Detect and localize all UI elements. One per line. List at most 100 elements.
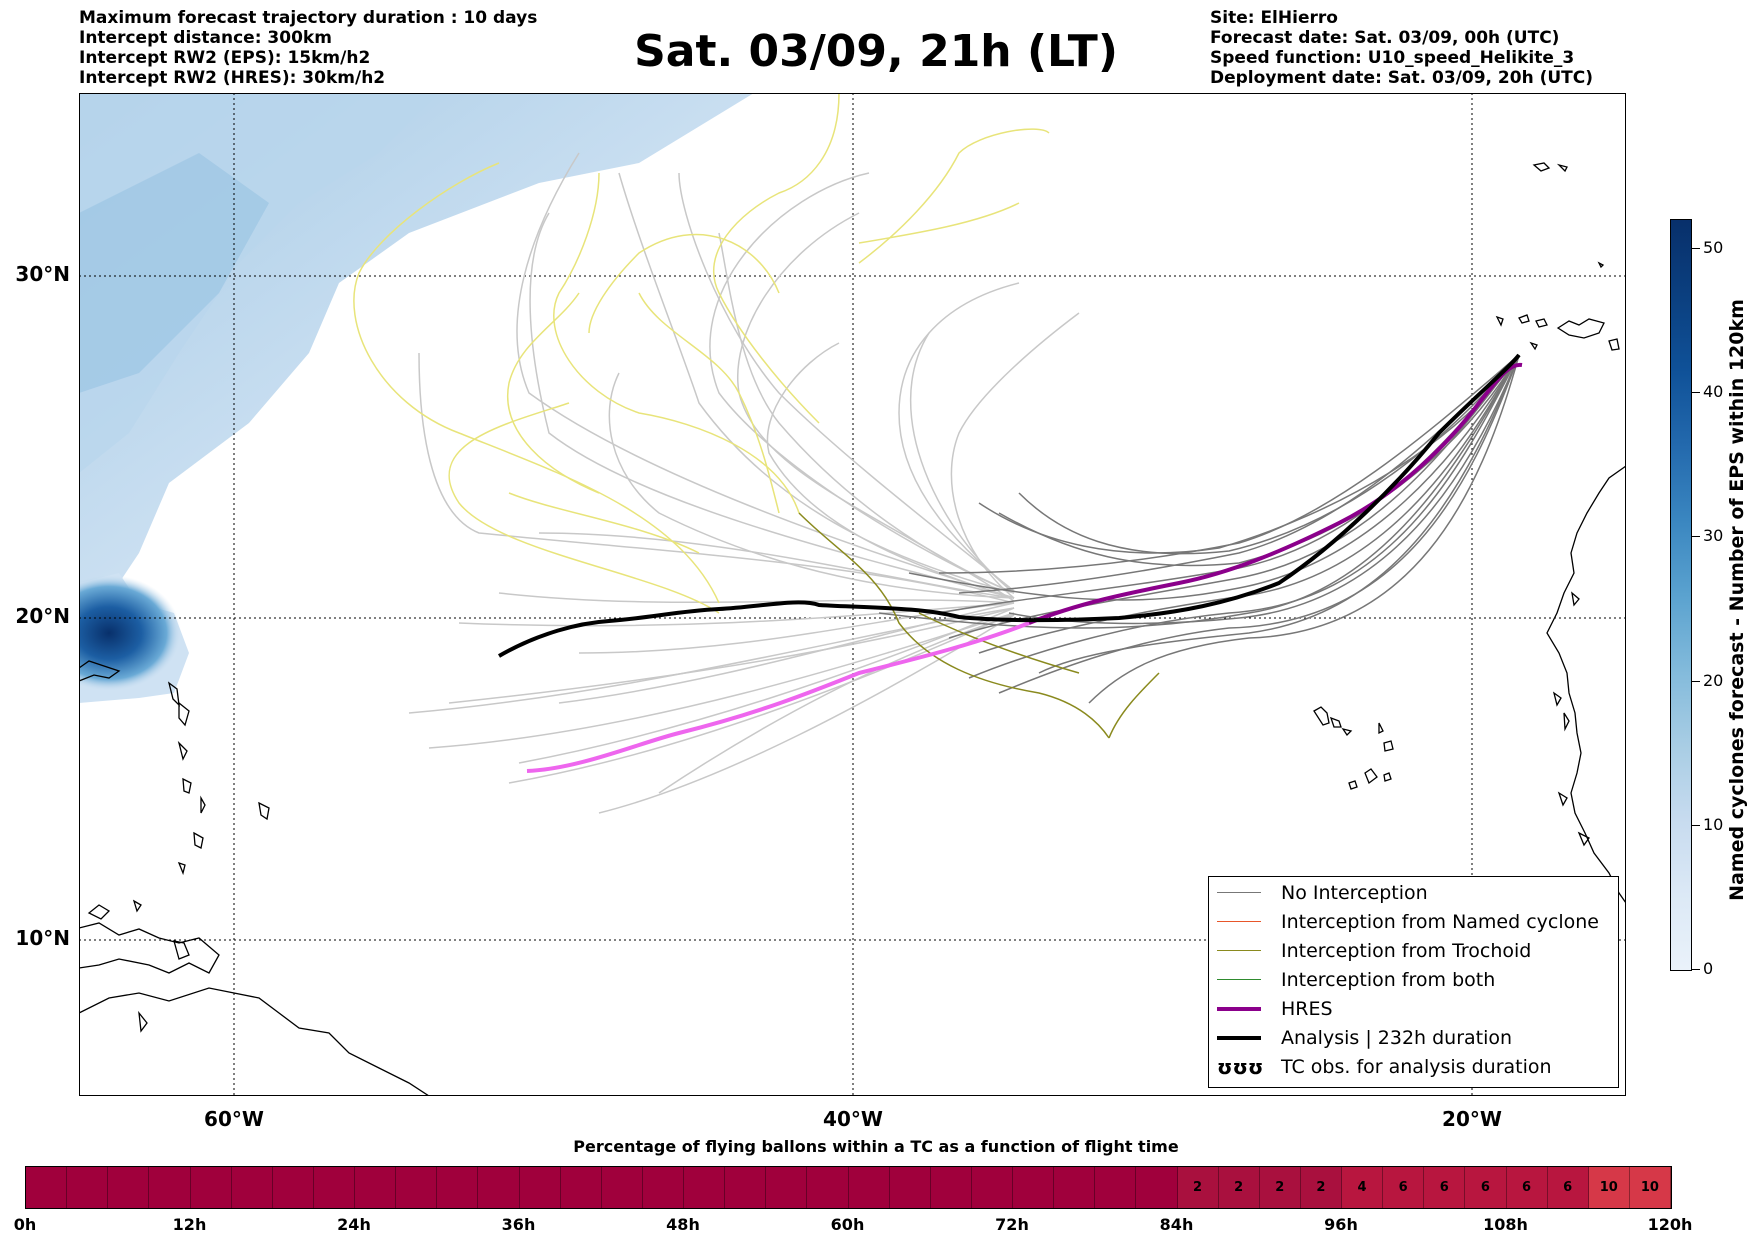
header-intercept-distance: Intercept distance: 300km	[79, 28, 332, 48]
colorbar-tick-label: 30	[1703, 526, 1724, 546]
colorbar-tick	[1692, 824, 1700, 826]
legend-swatch	[1217, 1035, 1261, 1040]
legend-label: Interception from Named cyclone	[1281, 910, 1599, 933]
colorbar-tick-label: 20	[1703, 670, 1724, 690]
timeline-segment	[725, 1167, 767, 1208]
header-site: Site: ElHierro	[1210, 8, 1338, 28]
legend-item-hres: HRES	[1217, 994, 1333, 1023]
timeline-segment: 6	[1506, 1167, 1548, 1208]
legend-item-both: Interception from both	[1217, 965, 1495, 994]
legend-swatch	[1217, 1006, 1261, 1011]
lat-label-20n: 20°N	[15, 604, 70, 628]
timeline-tick-label: 36h	[501, 1215, 536, 1234]
timeline-tick-label: 72h	[995, 1215, 1029, 1234]
lat-label-30n: 30°N	[15, 262, 70, 286]
colorbar	[1670, 219, 1692, 971]
timeline-segment	[26, 1167, 68, 1208]
map-legend: No Interception Interception from Named …	[1208, 876, 1619, 1088]
timeline-tick-label: 96h	[1324, 1215, 1358, 1234]
page-title: Sat. 03/09, 21h (LT)	[634, 26, 1118, 77]
timeline-segment	[766, 1167, 808, 1208]
timeline-tick-label: 60h	[830, 1215, 865, 1234]
timeline-tick-label: 120h	[1647, 1215, 1693, 1234]
timeline-segment: 6	[1424, 1167, 1466, 1208]
legend-label: TC obs. for analysis duration	[1281, 1055, 1552, 1078]
timeline-segment: 2	[1259, 1167, 1301, 1208]
legend-item-tc-obs: ʊʊʊ TC obs. for analysis duration	[1217, 1052, 1552, 1081]
legend-item-no-interception: No Interception	[1217, 878, 1428, 907]
colorbar-tick-label: 0	[1703, 959, 1714, 978]
timeline-segment: 6	[1547, 1167, 1589, 1208]
timeline-segment	[1013, 1167, 1055, 1208]
trochoid-tracks	[798, 512, 1160, 739]
timeline-tick-label: 0h	[13, 1215, 37, 1234]
legend-swatch	[1217, 950, 1261, 951]
colorbar-tick	[1692, 536, 1700, 538]
timeline-segment	[971, 1167, 1013, 1208]
timeline-segment	[684, 1167, 726, 1208]
colorbar-tick-label: 10	[1703, 814, 1724, 834]
colorbar-tick	[1692, 392, 1700, 394]
timeline-segment	[478, 1167, 520, 1208]
legend-swatch	[1217, 921, 1261, 922]
timeline-segment: 2	[1218, 1167, 1260, 1208]
header-forecast-date: Forecast date: Sat. 03/09, 00h (UTC)	[1210, 28, 1560, 48]
header-duration: Maximum forecast trajectory duration : 1…	[79, 8, 538, 28]
timeline-segment	[1136, 1167, 1178, 1208]
legend-item-named-cyclone: Interception from Named cyclone	[1217, 907, 1599, 936]
timeline-segment: 6	[1383, 1167, 1425, 1208]
timeline-segment	[560, 1167, 602, 1208]
timeline-segment	[930, 1167, 972, 1208]
colorbar-tick-label: 50	[1703, 237, 1724, 257]
legend-swatch	[1217, 979, 1261, 980]
legend-label: Analysis | 232h duration	[1281, 1026, 1513, 1049]
map-canvas	[79, 93, 1626, 1096]
timeline-segment	[108, 1167, 150, 1208]
timeline-title: Percentage of flying ballons within a TC…	[573, 1137, 1179, 1156]
legend-label: Interception from both	[1281, 968, 1496, 991]
timeline-segment	[1095, 1167, 1137, 1208]
legend-item-analysis: Analysis | 232h duration	[1217, 1023, 1512, 1052]
timeline-segment	[642, 1167, 684, 1208]
tc-symbol-icon: ʊʊʊ	[1217, 1054, 1264, 1079]
legend-swatch	[1217, 892, 1261, 893]
header-speed-function: Speed function: U10_speed_Helikite_3	[1210, 48, 1575, 68]
timeline-segment	[1054, 1167, 1096, 1208]
header-intercept-hres: Intercept RW2 (HRES): 30km/h2	[79, 68, 386, 88]
timeline-tick-label: 108h	[1483, 1215, 1528, 1234]
timeline-tick-label: 24h	[337, 1215, 371, 1234]
legend-label: No Interception	[1281, 881, 1428, 904]
header-info-left: Maximum forecast trajectory duration : 1…	[79, 8, 537, 88]
timeline-segment	[313, 1167, 355, 1208]
legend-label: Interception from Trochoid	[1281, 939, 1532, 962]
header-deployment-date: Deployment date: Sat. 03/09, 20h (UTC)	[1210, 68, 1594, 88]
colorbar-label: Named cyclones forecast - Number of EPS …	[1726, 299, 1748, 901]
timeline-segment: 6	[1465, 1167, 1507, 1208]
eps-tracks-dark	[878, 354, 1520, 704]
timeline-segment: 10	[1588, 1167, 1630, 1208]
timeline-segment	[807, 1167, 849, 1208]
timeline-segment	[519, 1167, 561, 1208]
eps-tracks-light	[408, 152, 1080, 814]
lon-label-20w: 20°W	[1442, 1107, 1502, 1131]
timeline-segment	[889, 1167, 931, 1208]
timeline-tick-label: 84h	[1159, 1215, 1194, 1234]
timeline-segment: 2	[1177, 1167, 1219, 1208]
timeline-segment	[67, 1167, 109, 1208]
timeline-tick-label: 12h	[172, 1215, 207, 1234]
colorbar-tick	[1692, 969, 1700, 970]
timeline-segment	[437, 1167, 479, 1208]
analysis-track	[498, 353, 1521, 658]
header-intercept-eps: Intercept RW2 (EPS): 15km/h2	[79, 48, 371, 68]
timeline-bar: 2 2 2 2 4 6 6 6 6 6 10 10	[25, 1166, 1672, 1209]
hres-track	[526, 362, 1523, 773]
timeline-segment	[601, 1167, 643, 1208]
timeline-tick-label: 48h	[666, 1215, 700, 1234]
timeline-segment	[848, 1167, 890, 1208]
legend-item-trochoid: Interception from Trochoid	[1217, 936, 1531, 965]
yellow-tracks	[353, 93, 1050, 614]
timeline-segment: 4	[1342, 1167, 1384, 1208]
cyclone-shading	[79, 93, 754, 703]
lat-label-10n: 10°N	[15, 926, 70, 950]
timeline-segment	[272, 1167, 314, 1208]
